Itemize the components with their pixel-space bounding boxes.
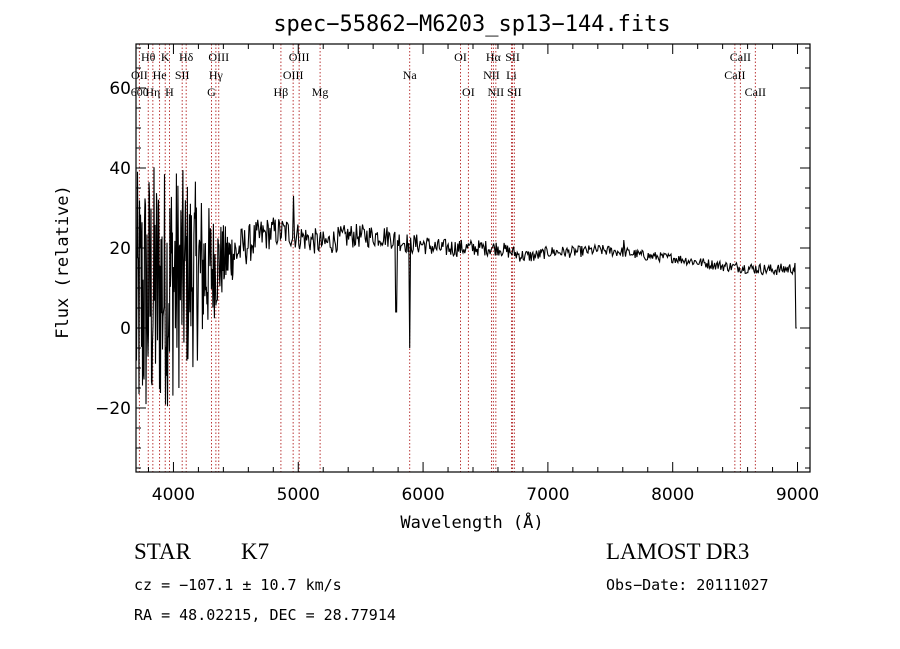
line-label: 600 — [131, 85, 149, 99]
y-tick-label: 20 — [109, 239, 131, 259]
line-label: Hγ — [209, 68, 224, 82]
line-label: Hβ — [274, 85, 289, 99]
line-label: Na — [403, 68, 418, 82]
y-tick-label: −20 — [95, 399, 131, 419]
line-label: Hη — [145, 85, 160, 99]
line-label: SII — [507, 85, 522, 99]
y-axis-label: Flux (relative) — [53, 185, 73, 339]
y-axis-ticks: −20 0 20 40 60 — [95, 47, 810, 469]
x-tick-label: 8000 — [651, 485, 694, 505]
x-tick-label: 4000 — [152, 485, 195, 505]
x-tick-label: 5000 — [277, 485, 320, 505]
line-label: He — [153, 68, 167, 82]
obs-date-line: Obs−Date: 20111027 — [606, 576, 769, 594]
line-label: G — [207, 85, 216, 99]
coordinates-line: RA = 48.02215, DEC = 28.77914 — [134, 606, 396, 624]
line-label: NII — [483, 68, 500, 82]
line-label: OIII — [289, 50, 310, 64]
x-tick-label: 7000 — [526, 485, 569, 505]
line-label: CaII — [724, 68, 745, 82]
chart-title: spec−55862−M6203_sp13−144.fits — [273, 12, 670, 37]
line-label: CaII — [730, 50, 751, 64]
y-tick-label: 60 — [109, 79, 131, 99]
line-label: OI — [454, 50, 467, 64]
line-label: SII — [175, 68, 190, 82]
line-label: CaII — [745, 85, 766, 99]
line-label: OII — [131, 68, 148, 82]
line-label: H — [165, 85, 174, 99]
x-axis-label: Wavelength (Å) — [400, 511, 543, 533]
line-label: Hδ — [179, 50, 194, 64]
x-tick-label: 9000 — [776, 485, 819, 505]
spectrum-series — [136, 167, 797, 407]
line-label: OIII — [283, 68, 304, 82]
y-tick-label: 40 — [109, 159, 131, 179]
line-label: Hθ — [141, 50, 156, 64]
line-label: OIII — [208, 50, 229, 64]
x-axis-ticks: 4000 5000 6000 7000 8000 9000 — [147, 44, 819, 505]
survey-name: LAMOST DR3 — [606, 539, 749, 564]
line-label: SII — [505, 50, 520, 64]
line-label: Mg — [312, 85, 329, 99]
object-subclass: K7 — [241, 539, 269, 564]
redshift-line: cz = −107.1 ± 10.7 km/s — [134, 576, 342, 594]
line-label: K — [161, 50, 170, 64]
line-label: Hα — [486, 50, 502, 64]
line-label: NII — [488, 85, 505, 99]
line-label: Li — [506, 68, 517, 82]
x-tick-label: 6000 — [401, 485, 444, 505]
y-tick-label: 0 — [120, 319, 131, 339]
line-label: OI — [462, 85, 475, 99]
object-class: STAR — [134, 539, 192, 564]
